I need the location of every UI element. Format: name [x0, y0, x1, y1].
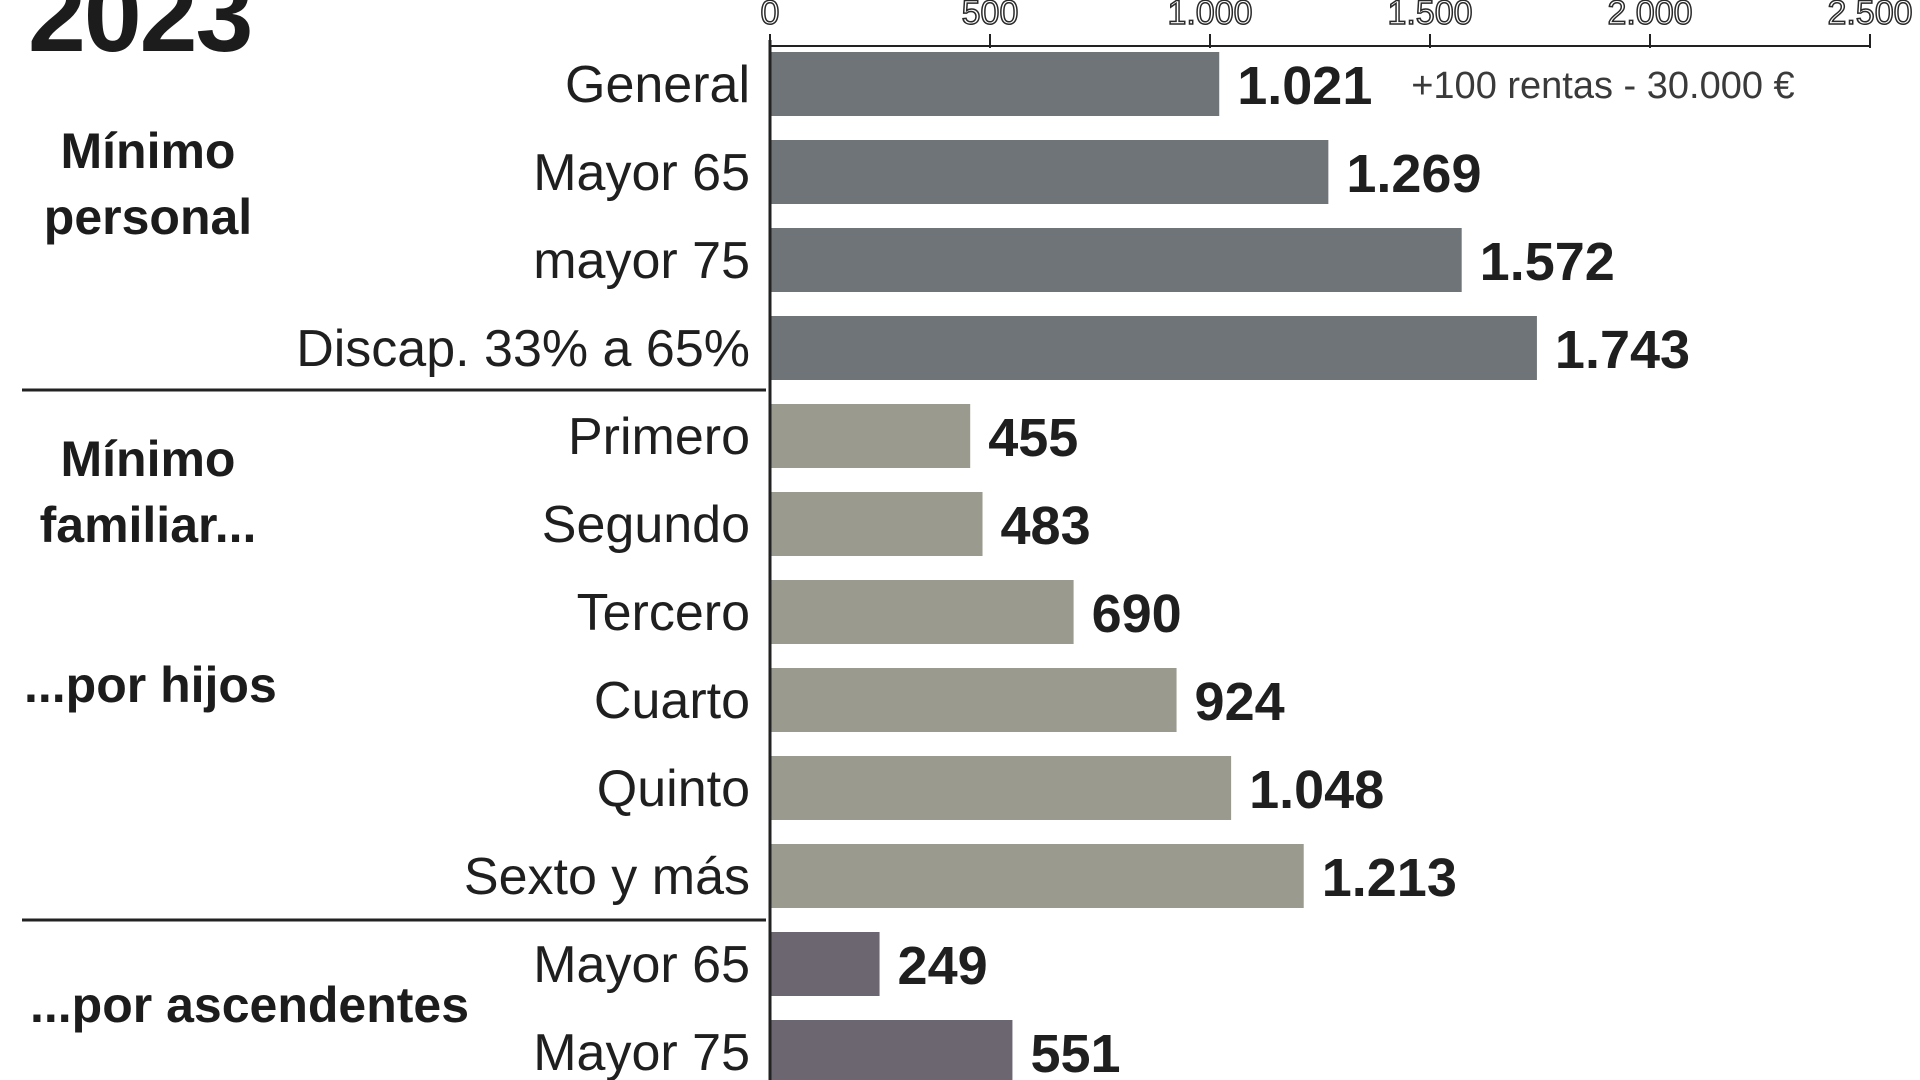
- x-tick-label: 1.000: [1167, 0, 1252, 32]
- bar: [770, 668, 1177, 732]
- bar: [770, 844, 1304, 908]
- bar: [770, 580, 1074, 644]
- x-tick-label: 500: [962, 0, 1019, 32]
- category-label: mayor 75: [533, 232, 750, 290]
- category-label: Mayor 65: [533, 144, 750, 202]
- value-label: 1.743: [1555, 320, 1690, 380]
- x-tick-label: 0: [761, 0, 780, 32]
- value-label: 1.269: [1346, 144, 1481, 204]
- category-label: Mayor 65: [533, 936, 750, 994]
- chart-title-year: 2023: [28, 0, 253, 74]
- value-label: 924: [1195, 672, 1285, 732]
- x-tick-label: 2.500: [1827, 0, 1912, 32]
- value-label: 1.572: [1480, 232, 1615, 292]
- value-label: 455: [988, 408, 1078, 468]
- category-label: Tercero: [577, 584, 750, 642]
- category-label: Quinto: [597, 760, 750, 818]
- x-tick-label: 1.500: [1387, 0, 1472, 32]
- value-label: 551: [1030, 1024, 1120, 1080]
- value-label: 249: [898, 936, 988, 996]
- category-label: Discap. 33% a 65%: [296, 320, 750, 378]
- category-label: General: [565, 56, 750, 114]
- value-label: 483: [1001, 496, 1091, 556]
- annotation-note: +100 rentas - 30.000 €: [1411, 65, 1794, 107]
- x-tick-label: 2.000: [1607, 0, 1692, 32]
- category-label: Mayor 75: [533, 1024, 750, 1080]
- bar: [770, 52, 1220, 116]
- value-label: 1.213: [1322, 848, 1457, 908]
- bar: [770, 932, 880, 996]
- bar: [770, 140, 1329, 204]
- category-label: Cuarto: [594, 672, 750, 730]
- value-label: 1.048: [1249, 760, 1384, 820]
- group-label-por-hijos: ...por hijos: [24, 657, 277, 713]
- group-label-minimo-familiar: Mínimo familiar...: [39, 431, 257, 553]
- bar: [770, 756, 1232, 820]
- group-label-por-ascendentes: ...por ascendentes: [30, 977, 470, 1033]
- value-label: 690: [1092, 584, 1182, 644]
- bar: [770, 316, 1537, 380]
- bar: [770, 404, 971, 468]
- bar: [770, 1020, 1013, 1080]
- value-label: 1.021: [1237, 56, 1372, 116]
- bar: [770, 492, 983, 556]
- category-label: Sexto y más: [464, 848, 750, 906]
- group-label-minimo-personal: Mínimo personal: [43, 123, 253, 245]
- bar: [770, 228, 1462, 292]
- category-label: Primero: [568, 408, 750, 466]
- category-label: Segundo: [542, 496, 750, 554]
